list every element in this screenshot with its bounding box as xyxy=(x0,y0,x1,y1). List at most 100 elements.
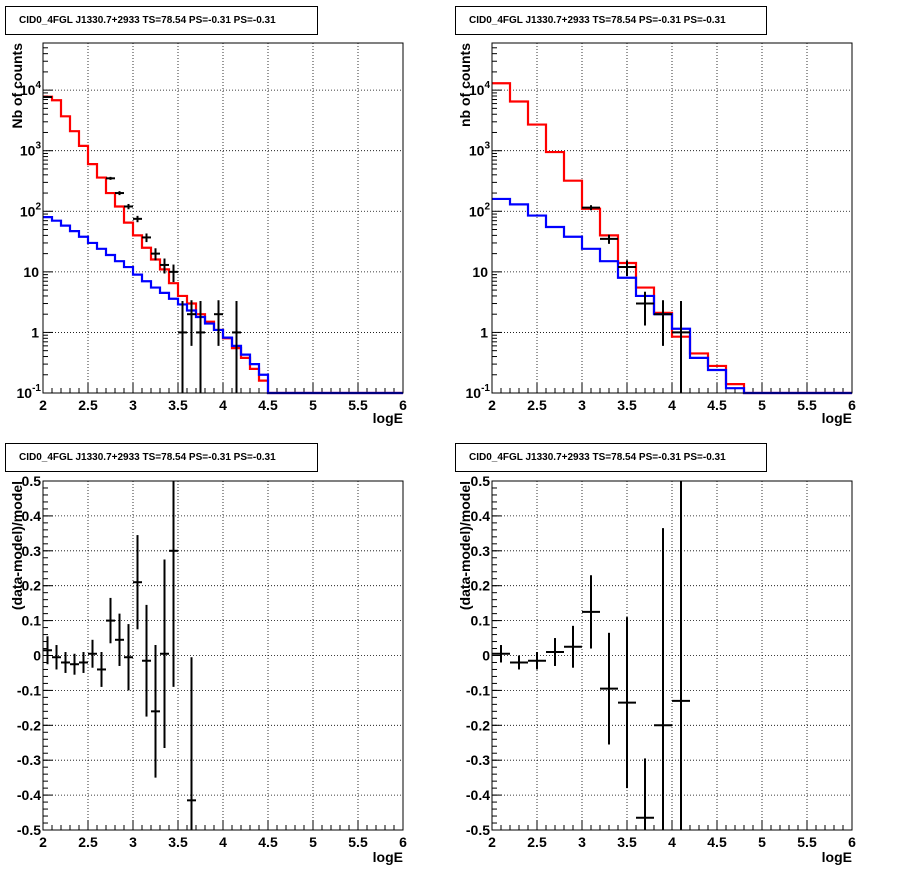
y-tick-label: 102 xyxy=(469,201,491,219)
y-tick-label: 103 xyxy=(20,141,42,159)
y-tick-label: -0.3 xyxy=(466,752,490,768)
y-tick-label: -0.5 xyxy=(466,822,490,838)
y-tick-exponent: 2 xyxy=(35,201,41,212)
y-tick-label: -0.2 xyxy=(466,717,490,733)
chart-panel-1: CID0_4FGL J1330.7+2933 TS=78.54 PS=-0.31… xyxy=(5,6,407,426)
x-tick-label: 2 xyxy=(39,397,47,413)
y-tick-label: 0.5 xyxy=(22,473,42,489)
x-tick-label: 6 xyxy=(399,834,407,850)
y-tick-base: 10 xyxy=(469,203,485,219)
x-tick-label: 2 xyxy=(488,834,496,850)
y-tick-label: 0 xyxy=(33,648,41,664)
x-tick-label: 6 xyxy=(848,397,856,413)
chart-panel-3: CID0_4FGL J1330.7+2933 TS=78.54 PS=-0.31… xyxy=(5,443,407,865)
x-axis-title: logE xyxy=(373,849,403,865)
chart-title: CID0_4FGL J1330.7+2933 TS=78.54 PS=-0.31… xyxy=(469,15,726,26)
x-tick-label: 2.5 xyxy=(78,834,98,850)
data-point xyxy=(618,617,636,789)
data-point xyxy=(528,652,546,670)
y-tick-label: 0.4 xyxy=(471,508,491,524)
data-point xyxy=(600,632,618,745)
data-point xyxy=(196,301,205,393)
data-point xyxy=(232,301,241,393)
data-point xyxy=(151,248,160,261)
title-box xyxy=(455,443,767,472)
y-tick-base: 10 xyxy=(469,143,485,159)
data-point xyxy=(178,301,187,393)
y-tick-label: 10-1 xyxy=(466,383,491,401)
y-tick-base: 10 xyxy=(20,143,36,159)
y-tick-label: -0.1 xyxy=(17,682,41,698)
data-point xyxy=(187,657,196,830)
x-tick-label: 3.5 xyxy=(168,834,188,850)
x-tick-label: 4.5 xyxy=(707,834,727,850)
data-point xyxy=(124,203,133,210)
y-tick-label: 0.5 xyxy=(471,473,491,489)
y-tick-label: 0.1 xyxy=(471,613,491,629)
x-axis-title: logE xyxy=(822,849,852,865)
y-tick-exponent: -1 xyxy=(32,383,41,394)
data-point xyxy=(106,176,115,180)
x-tick-label: 3.5 xyxy=(617,834,637,850)
y-tick-exponent: 2 xyxy=(484,201,490,212)
y-tick-label: 1 xyxy=(480,324,488,340)
x-tick-label: 5.5 xyxy=(348,834,368,850)
chart-title: CID0_4FGL J1330.7+2933 TS=78.54 PS=-0.31… xyxy=(19,452,276,463)
x-axis-title: logE xyxy=(822,410,852,426)
data-point xyxy=(546,638,564,666)
x-tick-label: 2.5 xyxy=(527,397,547,413)
x-tick-label: 2 xyxy=(488,397,496,413)
x-tick-label: 6 xyxy=(848,834,856,850)
y-tick-exponent: -1 xyxy=(481,383,490,394)
data-point xyxy=(618,260,636,277)
y-tick-label: 0.1 xyxy=(22,613,42,629)
data-point xyxy=(654,300,672,346)
data-point xyxy=(492,645,510,663)
x-tick-label: 5 xyxy=(758,834,766,850)
data-point xyxy=(115,191,124,196)
data-point xyxy=(115,613,124,666)
y-tick-label: 1 xyxy=(31,324,39,340)
y-tick-label: -0.3 xyxy=(17,752,41,768)
data-point xyxy=(510,655,528,670)
data-point xyxy=(160,258,169,274)
y-axis-title: nb of counts xyxy=(457,43,473,127)
data-point xyxy=(582,205,600,211)
y-tick-exponent: 3 xyxy=(35,141,41,152)
chart-panel-2: CID0_4FGL J1330.7+2933 TS=78.54 PS=-0.31… xyxy=(455,6,856,426)
x-tick-label: 3 xyxy=(129,397,137,413)
y-tick-label: 104 xyxy=(20,80,42,98)
data-point xyxy=(187,300,196,346)
data-point xyxy=(214,300,223,346)
y-tick-label: 0.3 xyxy=(22,543,42,559)
x-tick-label: 3.5 xyxy=(617,397,637,413)
y-tick-base: 10 xyxy=(469,82,485,98)
data-point xyxy=(160,559,169,748)
data-point xyxy=(88,639,97,668)
data-point xyxy=(133,215,142,223)
x-tick-label: 5.5 xyxy=(797,834,817,850)
data-point xyxy=(672,481,690,830)
data-point xyxy=(43,636,52,665)
title-box xyxy=(5,443,318,472)
y-tick-label: 10-1 xyxy=(17,383,42,401)
y-tick-label: -0.4 xyxy=(466,787,490,803)
x-tick-label: 2.5 xyxy=(527,834,547,850)
x-tick-label: 4.5 xyxy=(707,397,727,413)
x-tick-label: 3.5 xyxy=(168,397,188,413)
x-tick-label: 4 xyxy=(219,834,227,850)
x-tick-label: 3 xyxy=(578,397,586,413)
plot-frame xyxy=(42,480,404,831)
x-tick-label: 5.5 xyxy=(348,397,368,413)
y-tick-base: 10 xyxy=(20,203,36,219)
data-point xyxy=(142,604,151,717)
x-tick-label: 5 xyxy=(758,397,766,413)
y-tick-label: 102 xyxy=(20,201,42,219)
data-point xyxy=(142,233,151,243)
data-point xyxy=(636,758,654,830)
data-point xyxy=(106,597,115,644)
y-tick-label: -0.5 xyxy=(17,822,41,838)
chart-title: CID0_4FGL J1330.7+2933 TS=78.54 PS=-0.31… xyxy=(469,452,726,463)
y-tick-label: 0.2 xyxy=(471,578,491,594)
